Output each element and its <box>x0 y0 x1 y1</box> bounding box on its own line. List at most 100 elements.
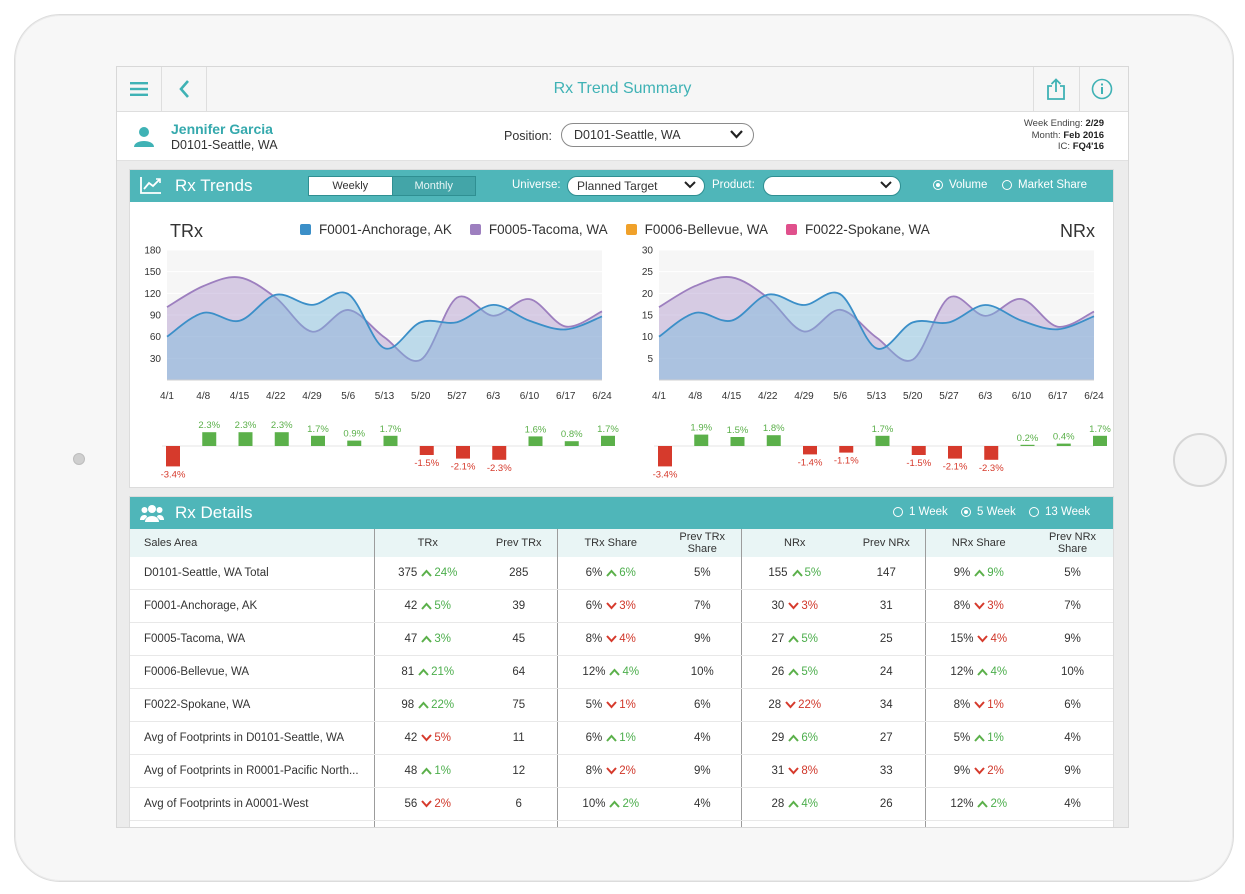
metric-value: 28 <box>768 699 782 711</box>
column-header[interactable]: TRx <box>373 529 481 557</box>
metric-change: 4% <box>801 798 818 810</box>
metric-change: 8% <box>801 765 818 777</box>
legend-item[interactable]: F0005-Tacoma, WA <box>469 222 608 237</box>
change-bar-up <box>311 435 325 446</box>
universe-select[interactable]: Planned Target <box>567 176 705 196</box>
change-label: -1.4% <box>798 457 823 468</box>
series-line <box>166 276 603 362</box>
product-select[interactable] <box>763 176 901 196</box>
column-header[interactable]: TRx Share <box>556 529 664 557</box>
1-week-radio[interactable]: 1 Week <box>893 506 948 518</box>
table-row[interactable]: Avg of Footprints in D0101-Seattle, WA 42… <box>130 721 1113 755</box>
metric-change: 4% <box>990 633 1008 645</box>
change-bar-down <box>911 446 926 455</box>
5-week-radio[interactable]: 5 Week <box>961 506 1016 518</box>
back-button[interactable] <box>162 67 207 111</box>
y-tick-label: 10 <box>642 332 654 343</box>
y-tick-label: 30 <box>642 246 654 257</box>
column-header[interactable]: Prev TRx Share <box>664 529 741 557</box>
chevron-down-icon <box>880 181 892 189</box>
x-tick-label: 4/1 <box>160 391 174 402</box>
table-row[interactable]: Avg of Footprints in Nation282%69%3%7%20… <box>130 820 1113 827</box>
radio-unselected-icon <box>1002 180 1012 190</box>
radio-selected-icon <box>961 507 971 517</box>
metric-value: 26 <box>771 666 785 678</box>
legend-item[interactable]: F0006-Bellevue, WA <box>625 222 768 237</box>
change-label: -2.3% <box>979 463 1004 474</box>
column-header[interactable]: Sales Area <box>130 529 374 557</box>
arrow-down-icon <box>421 734 433 742</box>
ic-value: FQ4'16 <box>1072 141 1104 152</box>
metric-change: 1% <box>987 699 1004 711</box>
column-header[interactable]: Prev NRx Share <box>1032 529 1113 557</box>
page-title: Rx Trend Summary <box>553 80 692 97</box>
metric-change: 3% <box>619 600 636 612</box>
column-header[interactable]: Prev TRx <box>481 529 557 557</box>
table-row[interactable]: Avg of Footprints in R0001-Pacific North… <box>130 754 1113 788</box>
metric-cell: 9% 9% <box>924 557 1032 590</box>
legend-label: F0005-Tacoma, WA <box>488 222 608 237</box>
rx-details-title: Rx Details <box>175 503 253 522</box>
monthly-tab[interactable]: Monthly <box>391 177 475 195</box>
legend-item[interactable]: F0022-Spokane, WA <box>785 222 930 237</box>
share-button[interactable] <box>1033 67 1078 111</box>
x-tick-label: 5/20 <box>903 391 923 402</box>
home-button[interactable] <box>1173 433 1227 487</box>
table-row[interactable]: F0006-Bellevue, WA 81 21% 64 12% 4% 10% 26 5% 24 1… <box>130 655 1113 689</box>
metric-value: 12% <box>950 798 974 810</box>
change-label: -3.4% <box>653 469 678 480</box>
metric-value: 15% <box>950 633 974 645</box>
info-button[interactable] <box>1079 67 1124 111</box>
position-select[interactable]: D0101-Seattle, WA <box>561 123 754 147</box>
metric-value: 375 <box>398 567 418 579</box>
user-position: D0101-Seattle, WA <box>171 138 278 152</box>
rx-trends-panel: Rx Trends Weekly Monthly Universe: Plann… <box>129 169 1114 488</box>
prev-value-cell: 7% <box>1032 820 1113 827</box>
x-tick-label: 4/1 <box>652 391 666 402</box>
metric-cell: 12% 4% <box>556 655 664 689</box>
arrow-down-icon <box>788 602 800 610</box>
column-header[interactable]: NRx Share <box>924 529 1032 557</box>
arrow-down-icon <box>977 635 989 643</box>
change-bar-down <box>658 446 672 467</box>
table-row[interactable]: F0022-Spokane, WA 98 22% 75 5% 1% 6% 28 22% 34 8% 1… <box>130 688 1113 722</box>
column-header[interactable]: NRx <box>740 529 848 557</box>
column-header[interactable]: Prev NRx <box>848 529 925 557</box>
metric-value: 8% <box>585 765 603 777</box>
menu-button[interactable] <box>117 67 162 111</box>
13-week-radio[interactable]: 13 Week <box>1029 506 1090 518</box>
change-label: 0.4% <box>1053 432 1075 443</box>
table-row[interactable]: D0101-Seattle, WA Total 375 24% 285 6% 6% 5% 15… <box>130 557 1113 590</box>
month-label: Month: <box>1031 129 1061 141</box>
metric-value: 27 <box>771 633 785 645</box>
prev-value-cell: 6% <box>664 688 741 722</box>
x-tick-label: 6/24 <box>592 391 612 402</box>
trx-chart: 30 60 90 120 150 180 4/1 4/8 4/15 4/22 4/29 5/6 5/13… <box>144 246 619 481</box>
change-label: -3.4% <box>161 469 186 480</box>
table-row[interactable]: F0005-Tacoma, WA 47 3% 45 8% 4% 9% 27 5% 25 15% 4% 9… <box>130 622 1113 656</box>
camera <box>73 453 85 465</box>
change-label: 1.7% <box>597 424 619 435</box>
sales-area-cell: Avg of Footprints in R0001-Pacific North… <box>130 754 374 788</box>
change-bar-down <box>456 446 470 459</box>
share-icon <box>1047 78 1065 100</box>
arrow-up-icon <box>609 668 621 676</box>
prev-value-cell: 75 <box>481 688 557 722</box>
legend-item[interactable]: F0001-Anchorage, AK <box>300 222 452 237</box>
volume-radio[interactable]: Volume <box>933 179 987 191</box>
table-row[interactable]: F0001-Anchorage, AK 42 5% 39 6% 3% 7% 30 3% 31 8% 3… <box>130 589 1113 623</box>
change-label: 1.7% <box>380 424 402 435</box>
change-label: 1.7% <box>872 424 894 435</box>
metric-cell: 56 2% <box>373 787 481 821</box>
table-row[interactable]: Avg of Footprints in A0001-West 56 2% 6 10% 2… <box>130 787 1113 821</box>
market-share-radio[interactable]: Market Share <box>1002 179 1087 191</box>
metric-value: 56 <box>404 798 418 810</box>
universe-label: Universe: <box>512 179 561 191</box>
change-bar-up <box>1020 444 1035 446</box>
metric-cell: 28 4% <box>740 787 848 821</box>
chevron-down-icon <box>684 181 696 189</box>
x-tick-label: 4/29 <box>794 391 814 402</box>
weekly-tab[interactable]: Weekly <box>309 177 392 195</box>
arrow-up-icon <box>606 734 617 742</box>
metric-change: 5% <box>434 600 451 612</box>
